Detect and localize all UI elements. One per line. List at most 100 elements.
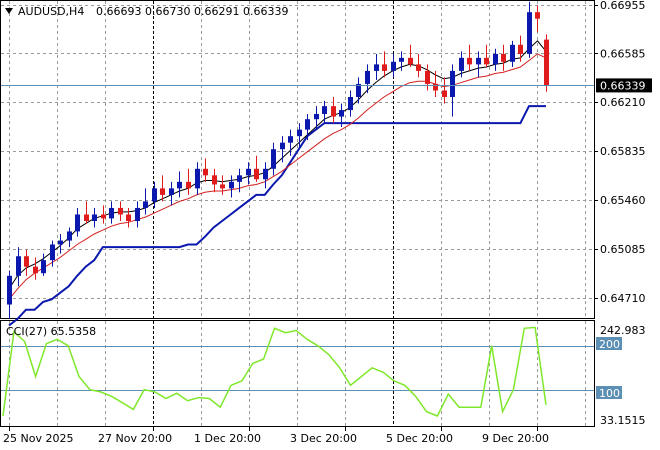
candle-body	[254, 168, 259, 180]
candle-body	[510, 44, 515, 62]
candlestick-series[interactable]	[7, 1, 549, 319]
price-label: 0.65835	[600, 145, 646, 158]
candle-body	[67, 231, 72, 241]
candle-body	[331, 106, 336, 117]
time-label: 27 Nov 20:00	[98, 432, 172, 445]
candle-body	[374, 64, 379, 71]
candle-body	[203, 168, 208, 176]
cci-grid	[1, 321, 594, 426]
candle-body	[101, 214, 106, 219]
cci-panel[interactable]	[0, 320, 595, 427]
cci-200-tag	[596, 337, 622, 350]
current-price-label: 0.66339	[600, 79, 646, 92]
candle-body	[501, 53, 506, 62]
candle-body	[177, 181, 182, 189]
candle-body	[348, 97, 353, 111]
candle-body	[314, 113, 319, 120]
cci-200-label: 200	[599, 338, 620, 351]
candle-body	[408, 57, 413, 65]
candle-body	[118, 207, 123, 215]
candle-body	[425, 70, 430, 84]
candle-body	[459, 57, 464, 71]
candle-body	[535, 12, 540, 19]
candle-body	[442, 90, 447, 98]
time-label: 9 Dec 20:00	[482, 432, 549, 445]
candle-body	[322, 106, 327, 114]
candle-body	[237, 175, 242, 182]
candle-body	[263, 168, 268, 180]
candle-body	[152, 188, 157, 202]
time-label: 3 Dec 20:00	[290, 432, 357, 445]
cci-bottom-label: 33.1515	[600, 414, 646, 427]
price-label: 0.66955	[600, 0, 646, 12]
price-axis: 0.66955 0.66585 0.66210 0.65835 0.65460 0.650…	[594, 0, 646, 305]
fast-moving-average	[8, 40, 547, 290]
current-price-tag: 0.66339	[596, 78, 652, 93]
candle-body	[135, 207, 140, 221]
candle-body	[143, 201, 148, 208]
price-label: 0.66210	[600, 96, 646, 109]
time-axis: 25 Nov 2025 27 Nov 20:00 1 Dec 20:00 3 D…	[3, 432, 549, 445]
candle-body	[7, 275, 12, 305]
candle-body	[75, 214, 80, 232]
time-label: 1 Dec 20:00	[194, 432, 261, 445]
price-grid	[1, 1, 594, 318]
candle-body	[433, 83, 438, 91]
candle-body	[92, 214, 97, 221]
candle-body	[297, 129, 302, 137]
candle-body	[467, 57, 472, 65]
time-label: 25 Nov 2025	[3, 432, 73, 445]
candle-body	[544, 39, 549, 86]
candle-body	[382, 64, 387, 71]
candle-body	[33, 266, 38, 274]
candle-body	[220, 184, 225, 189]
candle-body	[186, 181, 191, 189]
candle-body	[195, 168, 200, 189]
candle-body	[416, 64, 421, 71]
price-label: 0.65460	[600, 194, 646, 207]
candle-body	[169, 188, 174, 195]
symbol-title: AUDUSD,H4	[18, 5, 84, 18]
stop-line-path	[8, 105, 546, 327]
candle-body	[280, 142, 285, 150]
candle-body	[212, 175, 217, 185]
candle-body	[16, 256, 21, 276]
candle-body	[365, 70, 370, 84]
slow-ma-path	[8, 53, 547, 300]
time-ticks	[9, 427, 538, 431]
stop-line	[8, 105, 546, 327]
candle-body	[288, 136, 293, 143]
cci-title: CCI(27) 65.5358	[6, 325, 96, 338]
candle-body	[41, 260, 46, 274]
fast-ma-path	[8, 40, 547, 290]
price-label: 0.65085	[600, 243, 646, 256]
cci-100-label: 100	[599, 387, 620, 400]
candle-body	[50, 244, 55, 261]
candle-body	[58, 240, 63, 245]
candle-body	[109, 207, 114, 219]
candle-body	[493, 53, 498, 65]
candle-body	[339, 110, 344, 117]
candle-body	[476, 57, 481, 65]
ohlc-values: 0.66693 0.66730 0.66291 0.66339	[96, 5, 288, 18]
candle-body	[229, 181, 234, 189]
slow-moving-average	[8, 53, 547, 300]
candle-body	[518, 44, 523, 54]
cci-100-tag	[596, 386, 622, 399]
candle-body	[305, 119, 310, 130]
candle-body	[450, 70, 455, 98]
candle-body	[84, 214, 89, 221]
candle-body	[356, 83, 361, 98]
candle-body	[391, 61, 396, 71]
candle-body	[126, 214, 131, 221]
candle-body	[24, 256, 29, 267]
cci-top-label: 242.983	[600, 324, 646, 337]
price-label: 0.64710	[600, 292, 646, 305]
cci-path	[2, 326, 547, 417]
cci-line	[2, 326, 547, 417]
price-label: 0.66585	[600, 47, 646, 60]
triangle-down-icon[interactable]	[5, 8, 13, 14]
candle-body	[484, 57, 489, 65]
candle-body	[160, 188, 165, 195]
